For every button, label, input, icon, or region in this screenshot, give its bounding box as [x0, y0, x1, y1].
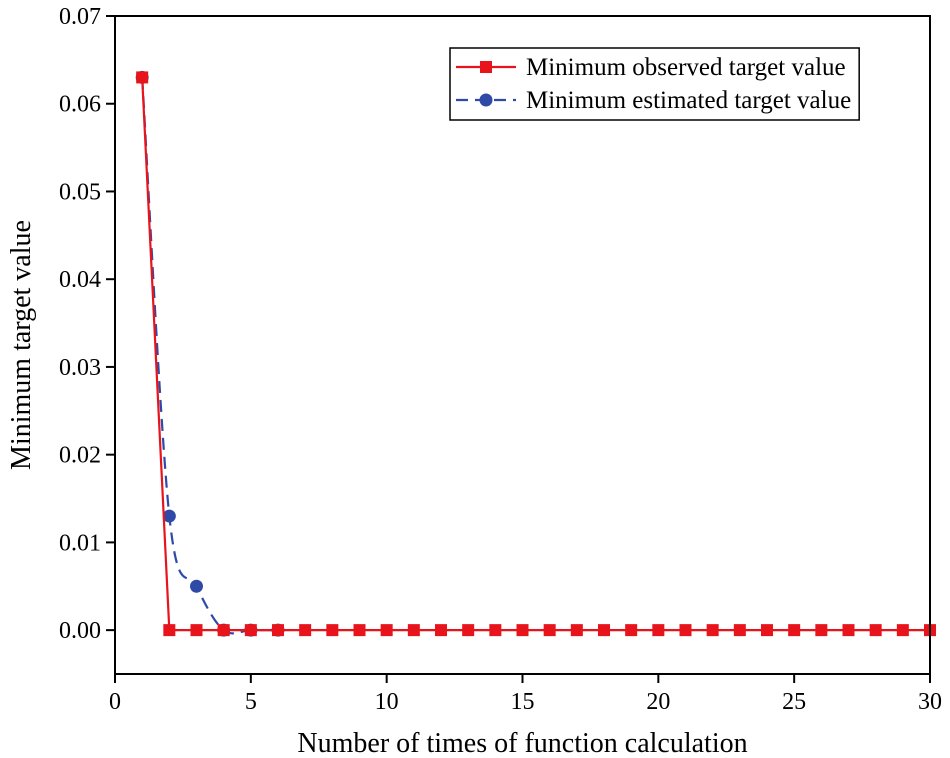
legend-marker [480, 61, 492, 73]
y-tick-label: 0.03 [59, 355, 101, 381]
data-point [679, 624, 692, 637]
x-tick-label: 5 [245, 689, 257, 715]
x-tick-label: 15 [511, 689, 535, 715]
data-point [788, 624, 801, 637]
data-point [896, 624, 909, 637]
y-tick-label: 0.07 [59, 4, 101, 30]
x-tick-label: 25 [782, 689, 806, 715]
data-point [299, 624, 312, 637]
data-point [869, 624, 882, 637]
data-point [516, 624, 529, 637]
data-point [598, 624, 610, 637]
legend-box [449, 47, 860, 121]
data-point [407, 624, 420, 637]
data-point [489, 624, 502, 637]
data-point [190, 624, 203, 637]
x-tick-label: 30 [918, 689, 942, 715]
axes-frame [114, 15, 931, 675]
data-point [706, 624, 719, 637]
data-point [435, 624, 447, 637]
x-axis-title: Number of times of function calculation [297, 728, 747, 758]
y-axis-title: Minimum target value [6, 220, 37, 470]
data-point [761, 624, 773, 637]
x-axis: 0 5 10 15 20 25 30 [109, 674, 942, 715]
data-point [842, 624, 855, 637]
data-point [570, 624, 583, 637]
x-tick-label: 20 [646, 689, 670, 715]
legend-label: Minimum estimated target value [526, 87, 851, 114]
data-point [462, 624, 475, 637]
legend: Minimum observed target value Minimum est… [449, 47, 860, 121]
y-tick-label: 0.06 [59, 92, 101, 118]
y-tick-label: 0.04 [59, 267, 101, 293]
data-point [380, 624, 393, 637]
y-tick-label: 0.01 [59, 530, 101, 556]
data-point [244, 624, 257, 637]
series-line [141, 77, 278, 635]
data-point [217, 624, 230, 637]
data-point [543, 624, 556, 637]
y-tick-label: 0.02 [59, 443, 101, 469]
y-tick-label: 0.00 [59, 618, 101, 644]
series-line [141, 77, 930, 632]
plot-area [135, 70, 936, 637]
data-point [163, 624, 176, 637]
x-tick-label: 0 [109, 689, 121, 715]
data-point [625, 624, 638, 637]
data-point [272, 624, 284, 637]
x-tick-label: 10 [375, 689, 399, 715]
data-point [326, 624, 339, 637]
legend-marker [479, 93, 493, 107]
data-point [353, 624, 366, 637]
data-point [733, 624, 746, 637]
legend-label: Minimum observed target value [526, 54, 846, 81]
y-axis: 0.00 0.01 0.02 0.03 0.04 0.05 0.06 0.07 [59, 4, 115, 644]
data-point [190, 579, 203, 593]
y-tick-label: 0.05 [59, 179, 101, 205]
data-point [815, 624, 828, 637]
data-point [162, 509, 176, 523]
data-point [652, 624, 665, 637]
data-point [136, 71, 149, 84]
